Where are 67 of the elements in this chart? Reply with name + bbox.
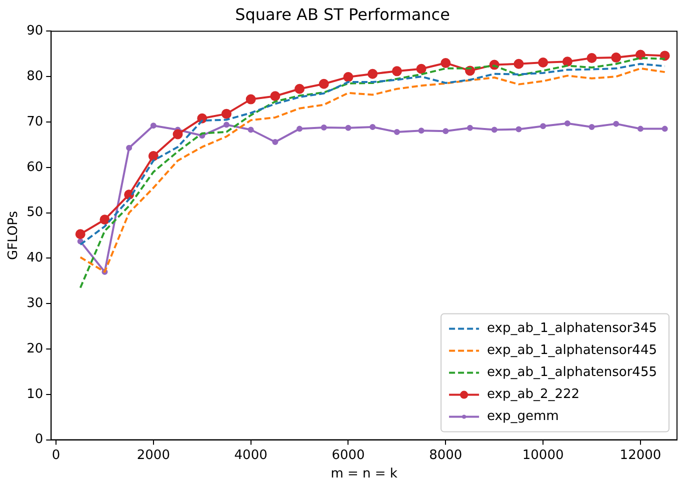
point	[345, 124, 352, 131]
point	[637, 126, 644, 132]
point	[272, 138, 278, 145]
legend-label: exp_ab_2_222	[487, 387, 580, 402]
legend-label: exp_ab_1_alphatensor455	[487, 365, 658, 380]
point	[635, 50, 646, 60]
x-axis-title: m = n = k	[330, 466, 398, 482]
x-tick-label: 8000	[429, 448, 462, 463]
point	[392, 66, 402, 76]
point	[270, 91, 280, 102]
y-tick-label: 50	[26, 205, 44, 220]
point	[370, 124, 376, 130]
point	[660, 50, 670, 61]
y-tick-label: 40	[26, 250, 44, 266]
point	[662, 126, 668, 132]
y-tick-label: 60	[26, 160, 44, 175]
y-tick-label: 80	[26, 68, 44, 84]
x-tick-label: 4000	[234, 448, 268, 463]
point	[221, 108, 232, 119]
point	[75, 229, 86, 240]
point	[540, 123, 546, 130]
point	[491, 126, 498, 133]
point	[611, 52, 622, 63]
y-tick-label: 0	[34, 432, 44, 448]
point	[368, 68, 378, 79]
point	[562, 56, 572, 67]
point	[223, 122, 230, 128]
point	[613, 120, 620, 127]
point	[538, 58, 548, 68]
y-tick-label: 20	[26, 341, 44, 356]
point	[564, 120, 570, 126]
point	[394, 128, 400, 135]
point	[320, 124, 327, 130]
x-tick-label: 2000	[136, 448, 170, 463]
point	[440, 58, 451, 68]
point	[416, 64, 426, 74]
point	[586, 52, 597, 63]
y-axis-title: GFLOPs	[6, 210, 22, 260]
y-tick-label: 70	[26, 114, 44, 130]
y-tick-label: 10	[26, 386, 44, 402]
legend-label: exp_gemm	[487, 409, 559, 424]
point	[467, 124, 474, 131]
point	[294, 84, 305, 94]
point	[172, 129, 183, 140]
point	[296, 126, 303, 132]
x-tick-label: 6000	[332, 448, 365, 463]
point	[246, 94, 256, 104]
y-tick-label: 90	[26, 24, 44, 39]
legend-label: exp_ab_1_alphatensor445	[487, 343, 658, 358]
x-tick-label: 0	[52, 448, 60, 463]
y-tick-label: 30	[26, 296, 44, 311]
point	[100, 214, 110, 225]
point	[248, 126, 254, 133]
x-tick-label: 10000	[522, 448, 564, 463]
point	[343, 72, 354, 82]
point	[126, 144, 132, 151]
point	[148, 151, 158, 162]
point	[418, 128, 424, 134]
legend-label: exp_ab_1_alphatensor345	[487, 321, 658, 336]
point	[442, 128, 449, 134]
chart-title: Square AB ST Performance	[235, 4, 450, 24]
point	[516, 126, 522, 132]
point	[588, 124, 595, 130]
point	[150, 122, 156, 129]
point	[514, 58, 524, 69]
x-tick-label: 12000	[620, 448, 662, 463]
point	[318, 78, 329, 89]
